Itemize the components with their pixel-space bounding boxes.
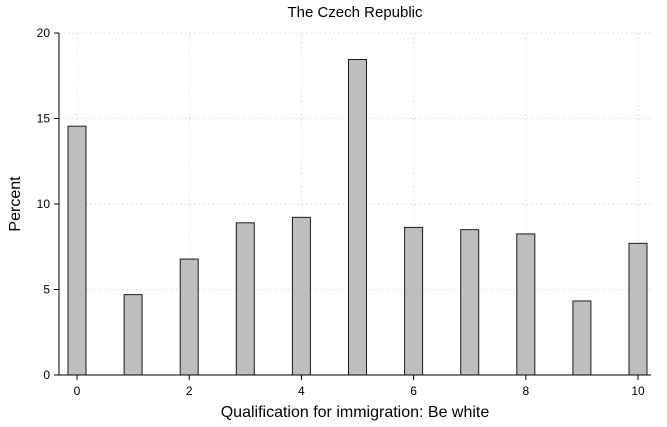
bar-0 xyxy=(67,125,87,376)
bar-7 xyxy=(460,229,480,376)
y-tick-label: 10 xyxy=(37,197,51,211)
bar-2 xyxy=(179,258,199,376)
bar-1 xyxy=(123,294,143,376)
x-tick-label: 10 xyxy=(631,384,645,398)
axes-layer: 0 5 10 15 20 0 2 4 6 8 10 xyxy=(37,26,651,398)
x-tick-label: 8 xyxy=(522,384,529,398)
y-tick-label: 15 xyxy=(37,112,51,126)
bar-6 xyxy=(404,226,424,376)
y-axis-title: Percent xyxy=(7,176,24,232)
y-tick-label: 5 xyxy=(43,283,50,297)
x-tick-label: 6 xyxy=(410,384,417,398)
bar-3 xyxy=(235,222,255,376)
chart-title: The Czech Republic xyxy=(287,4,423,21)
bar-10 xyxy=(628,242,648,376)
x-tick-label: 2 xyxy=(186,384,193,398)
y-tick-label: 20 xyxy=(37,26,51,40)
x-tick-label: 0 xyxy=(74,384,81,398)
bars-layer xyxy=(67,59,648,376)
bar-5 xyxy=(348,59,367,376)
bar-9 xyxy=(572,300,592,376)
y-tick-label: 0 xyxy=(43,368,50,382)
x-tick-label: 4 xyxy=(298,384,305,398)
x-axis-title: Qualification for immigration: Be white xyxy=(221,404,490,421)
bar-4 xyxy=(291,216,311,376)
bar-8 xyxy=(516,233,536,376)
